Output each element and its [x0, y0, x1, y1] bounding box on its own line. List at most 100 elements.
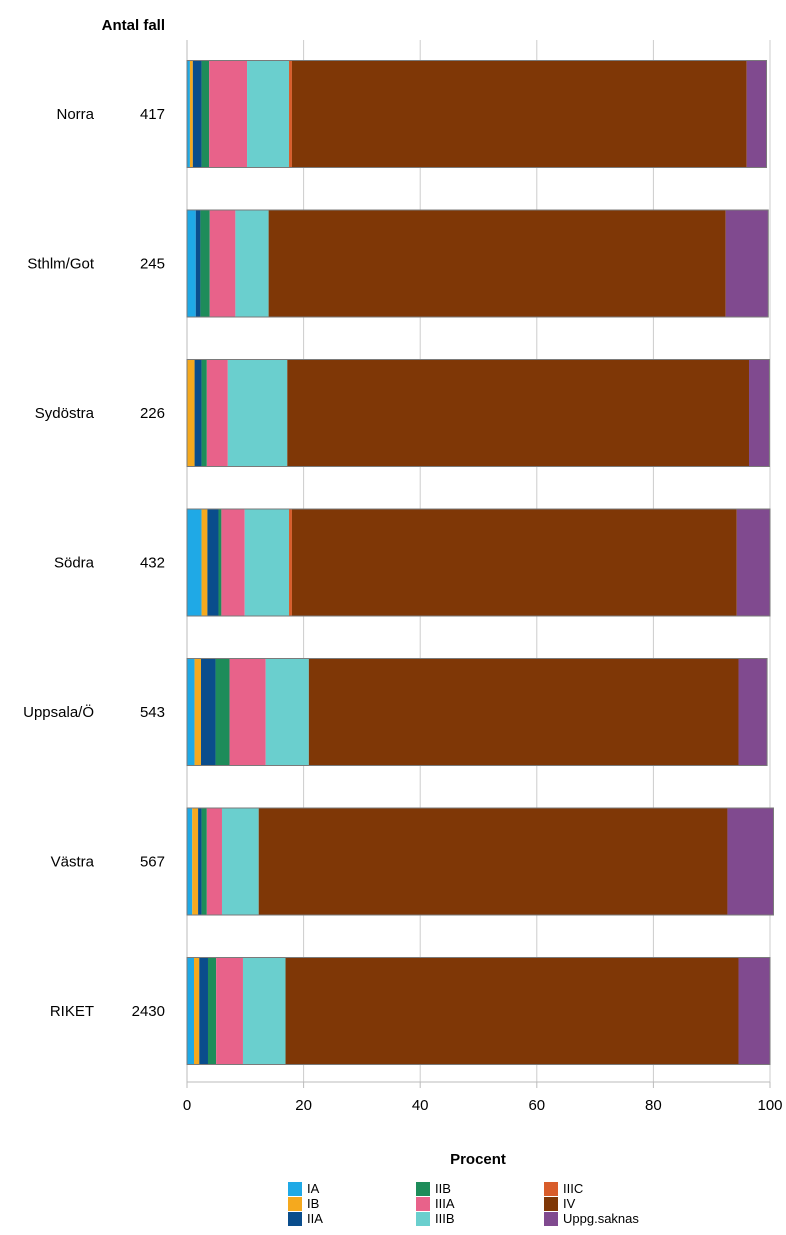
bar-segment [308, 658, 739, 766]
legend-label: IIIB [435, 1211, 455, 1226]
bar-segment [727, 808, 774, 915]
category-label: Södra [54, 555, 95, 572]
bar-segment [221, 808, 259, 915]
bar-segment [738, 658, 768, 766]
legend-label: IIA [307, 1211, 323, 1226]
bar-segment [201, 359, 207, 467]
legend-label: IIB [435, 1181, 451, 1196]
legend-item: IIIC [544, 1181, 583, 1196]
bar-segment [187, 60, 190, 168]
x-axis-title: Procent [450, 1151, 506, 1168]
bar-segment [221, 509, 245, 616]
bar-segment [289, 509, 292, 616]
legend-swatch [288, 1211, 302, 1226]
bar-segment [229, 658, 266, 766]
case-count: 417 [140, 106, 165, 123]
case-count: 432 [140, 555, 165, 572]
legend-swatch [544, 1181, 558, 1196]
legend-swatch [288, 1196, 302, 1211]
x-tick-label: 0 [183, 1097, 191, 1114]
legend-swatch [544, 1211, 558, 1226]
bar-segment [207, 957, 217, 1065]
legend-label: IIIC [563, 1181, 584, 1196]
bar-segment [187, 808, 193, 915]
bar-segment [746, 60, 767, 168]
bar-segment [287, 359, 750, 467]
bar-outline [186, 658, 768, 766]
case-count: 245 [140, 256, 165, 273]
bar-segment [201, 60, 210, 168]
x-tick-label: 20 [295, 1097, 312, 1114]
bar-segment [291, 60, 747, 168]
category-label: Västra [51, 854, 95, 871]
bar-segment [187, 210, 196, 317]
bar-segment [192, 808, 199, 915]
category-label: Sydöstra [35, 405, 95, 422]
bar-segment [247, 60, 290, 168]
bar-segment [291, 509, 737, 616]
bar-segment [244, 509, 290, 616]
legend-swatch [416, 1181, 430, 1196]
bar-segment [258, 808, 728, 915]
x-tick-label: 80 [645, 1097, 662, 1114]
count-header: Antal fall [102, 17, 165, 34]
bar-segment [209, 210, 236, 317]
bar-segment [206, 359, 228, 467]
legend-label: IA [307, 1181, 320, 1196]
legend-item: IA [288, 1181, 319, 1196]
bar-segment [194, 359, 202, 467]
legend-swatch [416, 1196, 430, 1211]
x-tick-label: 100 [757, 1097, 782, 1114]
legend-item: IB [288, 1196, 319, 1211]
legend-label: Uppg.saknas [563, 1211, 639, 1226]
bar-segment [265, 658, 309, 766]
bar-segment [207, 509, 219, 616]
legend-item: IIA [288, 1211, 323, 1226]
x-tick-label: 60 [528, 1097, 545, 1114]
stacked-bar-chart: Antal fall Norra 417 Sthlm/Got 245 Sydöstra 2… [23, 17, 782, 1168]
case-count: 2430 [132, 1003, 165, 1020]
bar-segment [201, 808, 207, 915]
bar-segment [736, 509, 770, 616]
bar-segment [201, 509, 208, 616]
bar-outline [186, 359, 770, 467]
bar-segment [195, 210, 201, 317]
bar-segment [215, 658, 230, 766]
bar-segment [209, 60, 248, 168]
legend-label: IIIA [435, 1196, 455, 1211]
bar-segment [198, 808, 202, 915]
bar-segment [194, 658, 201, 766]
bar-segment [187, 359, 195, 467]
bar-segment [189, 60, 193, 168]
bar-segment [235, 210, 269, 317]
bar-segment [187, 509, 202, 616]
legend-swatch [544, 1196, 558, 1211]
bar-segment [216, 957, 243, 1065]
bar-segment [187, 658, 195, 766]
bar-outline [186, 508, 771, 617]
category-label: Sthlm/Got [27, 256, 95, 273]
bar-outline [186, 957, 771, 1065]
case-count: 226 [140, 405, 165, 422]
bar-segment [199, 957, 208, 1065]
bar-segment [193, 957, 200, 1065]
bar-segment [242, 957, 286, 1065]
bar-outline [186, 209, 769, 318]
category-label: RIKET [50, 1003, 94, 1020]
legend-item: IV [544, 1196, 575, 1211]
bar-segment [192, 60, 202, 168]
case-count: 567 [140, 854, 165, 871]
legend-item: IIIB [416, 1211, 455, 1226]
legend-item: IIIA [416, 1196, 455, 1211]
bar-outline [186, 60, 768, 168]
bar-segment [738, 957, 770, 1065]
bar-segment [227, 359, 288, 467]
legend-swatch [288, 1181, 302, 1196]
legend: IA IB IIA IIB IIIA IIIB IIIC IV Uppg.saknas [288, 1181, 708, 1235]
bar-segment [187, 957, 194, 1065]
case-count: 543 [140, 704, 165, 721]
category-label: Norra [56, 106, 94, 123]
legend-item: Uppg.saknas [544, 1211, 639, 1226]
bar-segment [268, 210, 726, 317]
bar-outline [186, 807, 774, 916]
